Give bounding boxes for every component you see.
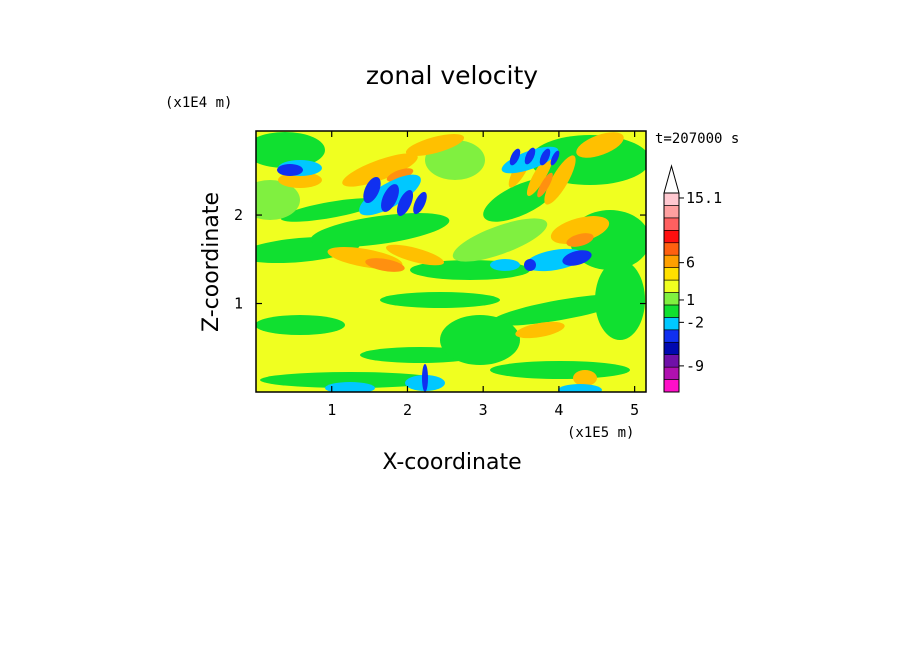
contour-patch — [365, 258, 405, 272]
contour-patch — [550, 216, 610, 244]
contour-patch — [524, 147, 536, 165]
contour-patch — [381, 184, 399, 212]
x-tick-label: 4 — [554, 401, 563, 419]
colorbar-swatch — [663, 205, 680, 219]
x-tick-label: 1 — [327, 401, 336, 419]
time-label: t=207000 s — [655, 131, 739, 147]
contour-patch — [260, 372, 440, 388]
contour-patch — [405, 134, 465, 156]
chart-title: zonal velocity — [366, 61, 538, 90]
colorbar-swatch — [663, 292, 680, 306]
contour-patch — [483, 178, 557, 222]
contour-patch — [325, 382, 375, 392]
contour-patch — [256, 180, 300, 220]
contour-patch — [566, 233, 594, 247]
contour-patch — [422, 364, 428, 392]
colorbar-swatch — [663, 317, 680, 331]
contour-patch — [380, 292, 500, 308]
colorbar-tick-label: -9 — [686, 357, 704, 375]
contour-patch — [550, 150, 560, 166]
contour-patch — [280, 198, 380, 222]
x-scale-label: (x1E5 m) — [567, 425, 634, 441]
colorbar-swatch — [663, 217, 680, 231]
colorbar-swatch — [663, 329, 680, 343]
colorbar-swatch — [663, 267, 680, 281]
colorbar-swatch — [663, 354, 680, 368]
contour-patch — [256, 315, 345, 335]
y-scale-label: (x1E4 m) — [165, 95, 232, 111]
x-axis: 1 2 3 4 5 — [327, 131, 639, 419]
colorbar-tick-label: 6 — [686, 254, 695, 272]
colorbar: 15.1 6 1 -2 -9 — [663, 164, 722, 393]
contour-patch — [544, 155, 576, 205]
y-axis-label: Z-coordinate — [199, 192, 224, 332]
colorbar-tick-label: -2 — [686, 313, 704, 331]
colorbar-tick-label: 1 — [686, 291, 695, 309]
contour-patch — [310, 213, 450, 247]
contour-patch — [490, 259, 520, 271]
contour-patch — [524, 259, 536, 271]
y-axis: 12 — [234, 206, 646, 313]
colorbar-swatch — [663, 192, 680, 206]
x-tick-label: 5 — [630, 401, 639, 419]
colorbar-swatch — [663, 341, 680, 355]
contour-patch — [558, 384, 602, 392]
y-tick-label: 1 — [234, 295, 243, 313]
x-tick-label: 2 — [403, 401, 412, 419]
y-tick-label: 2 — [234, 206, 243, 224]
colorbar-swatch — [663, 366, 680, 380]
contour-patch — [278, 172, 322, 188]
colorbar-swatch — [663, 242, 680, 256]
colorbar-swatch — [663, 304, 680, 318]
contour-patch — [452, 218, 548, 262]
contour-patch — [277, 164, 303, 176]
contour-patch — [440, 315, 520, 365]
contour-patch — [576, 132, 624, 158]
contour-patch — [537, 172, 553, 198]
contour-patch — [385, 244, 445, 266]
contour-patch — [539, 148, 551, 166]
contour-patch — [562, 250, 592, 266]
contour-patch — [491, 294, 629, 326]
colorbar-swatch — [663, 379, 680, 393]
colorbar-arrow — [663, 164, 680, 194]
contour-patch — [363, 176, 381, 204]
colorbar-swatch — [663, 254, 680, 268]
contour-patch — [413, 191, 427, 215]
contour-patch — [595, 260, 645, 340]
contour-patch — [396, 190, 414, 216]
contour-patch — [342, 153, 418, 187]
colorbar-tick-label: 15.1 — [686, 189, 722, 207]
x-axis-label: X-coordinate — [382, 450, 521, 475]
plot-frame — [255, 130, 647, 393]
contour-patch — [509, 148, 521, 166]
contour-patch — [256, 132, 325, 168]
x-tick-label: 3 — [479, 401, 488, 419]
colorbar-frame — [663, 192, 680, 393]
contour-patch — [515, 321, 565, 339]
contour-patch — [490, 361, 630, 379]
colorbar-swatch — [663, 230, 680, 244]
contour-patch — [573, 370, 597, 386]
contour-field — [256, 131, 646, 392]
contour-patch — [386, 168, 414, 182]
colorbar-swatch — [663, 279, 680, 293]
contour-patch — [526, 154, 554, 196]
